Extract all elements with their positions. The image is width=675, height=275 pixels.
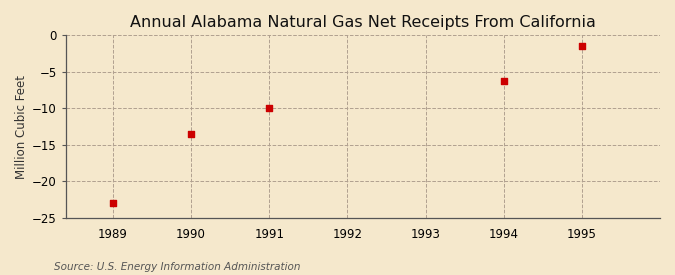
Y-axis label: Million Cubic Feet: Million Cubic Feet (15, 75, 28, 179)
Text: Source: U.S. Energy Information Administration: Source: U.S. Energy Information Administ… (54, 262, 300, 272)
Title: Annual Alabama Natural Gas Net Receipts From California: Annual Alabama Natural Gas Net Receipts … (130, 15, 596, 30)
Point (107, 201, 118, 206)
Point (576, 44, 587, 48)
Point (186, 132, 196, 136)
Point (264, 106, 275, 111)
Point (498, 79, 509, 84)
